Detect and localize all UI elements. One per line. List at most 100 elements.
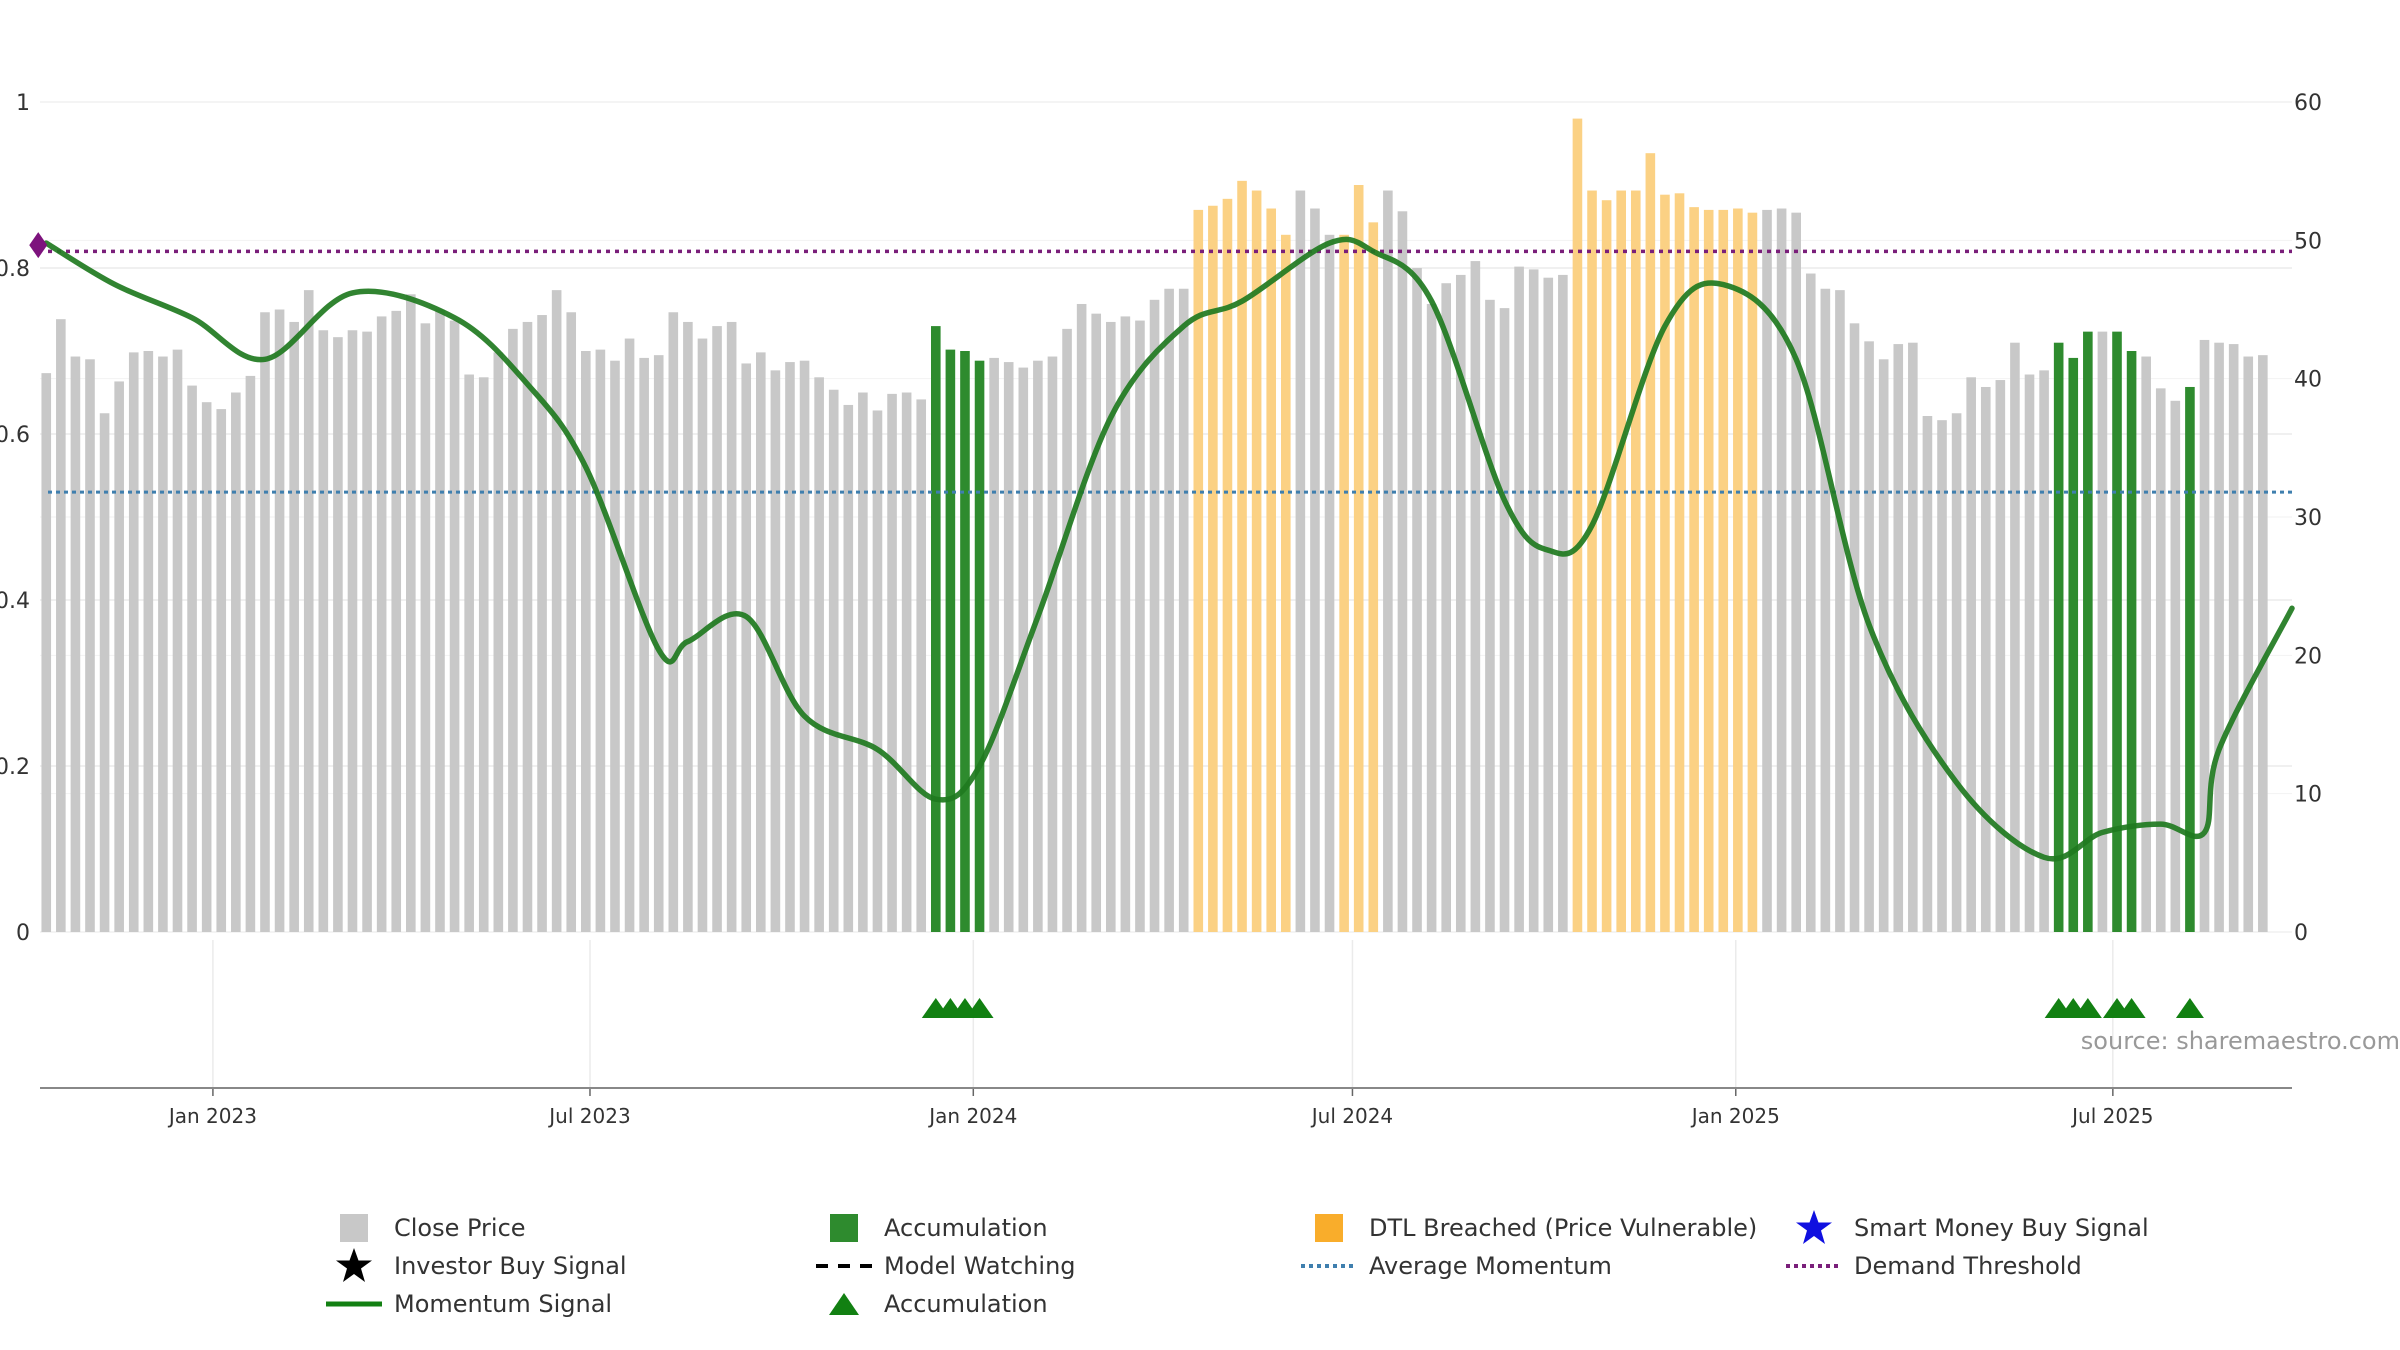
close-price-bar xyxy=(1383,190,1393,933)
right-tick-label: 60 xyxy=(2294,91,2322,116)
close-price-bar xyxy=(508,328,518,932)
close-price-bar xyxy=(1908,342,1918,932)
close-price-bar xyxy=(1543,277,1554,932)
close-price-bar xyxy=(712,326,722,933)
close-price-bar xyxy=(114,381,124,932)
close-price-bar xyxy=(274,309,285,932)
close-price-bar xyxy=(843,404,854,932)
dtl-breached-bar xyxy=(1747,212,1758,932)
close-price-bar xyxy=(2039,370,2049,932)
close-price-bar xyxy=(1295,190,1306,933)
close-price-bar xyxy=(1062,328,1072,932)
close-price-bar xyxy=(2258,355,2268,932)
close-price-bar xyxy=(1937,420,1947,932)
close-price-bar xyxy=(668,312,679,932)
green-triangle-icon xyxy=(810,1286,878,1322)
close-price-bar xyxy=(551,290,562,933)
close-price-bar xyxy=(1762,209,1772,932)
close-price-bar xyxy=(1105,321,1116,932)
legend-label: Average Momentum xyxy=(1369,1252,1612,1280)
markers xyxy=(921,998,2204,1018)
accumulation-bar xyxy=(974,360,985,932)
accumulation-bar xyxy=(2185,386,2195,932)
dtl-breached-bar xyxy=(1601,200,1612,932)
dtl-breached-bar xyxy=(1689,207,1699,933)
left-tick-label: 0.4 xyxy=(0,589,30,614)
close-price-bar xyxy=(887,393,897,933)
close-price-bar xyxy=(2010,342,2020,932)
legend-item: Momentum Signal xyxy=(320,1286,612,1322)
dtl-breached-bar xyxy=(1266,208,1277,932)
close-price-bar xyxy=(1966,377,1976,932)
close-price-bar xyxy=(362,331,372,933)
blue-dotted-line-icon xyxy=(1295,1248,1363,1284)
accumulation-bar xyxy=(2083,331,2093,933)
accumulation-bar xyxy=(2068,357,2079,933)
dtl-breached-bar xyxy=(1733,208,1743,932)
dtl-breached-bar xyxy=(1339,234,1349,933)
momentum-signal-line xyxy=(43,236,2295,862)
close-price-bar xyxy=(478,377,489,932)
close-price-bar xyxy=(1441,283,1451,932)
legend-item: Demand Threshold xyxy=(1780,1248,2082,1284)
close-price-bar xyxy=(1455,274,1466,933)
legend-item: Accumulation xyxy=(810,1286,1048,1322)
left-tick-label: 0.8 xyxy=(0,257,30,282)
close-price-bar xyxy=(406,294,416,932)
close-price-bar xyxy=(1995,380,2006,932)
accumulation-bar xyxy=(931,326,941,933)
close-price-bar xyxy=(85,359,95,932)
x-tick-label: Jan 2024 xyxy=(927,1104,1017,1128)
close-price-bar xyxy=(56,319,66,932)
x-tick-label: Jul 2024 xyxy=(1310,1104,1393,1128)
close-price-bar xyxy=(1324,234,1335,933)
legend-item: Investor Buy Signal xyxy=(320,1248,627,1284)
close-price-bar xyxy=(2155,388,2166,933)
close-price-bar xyxy=(1091,313,1102,932)
dtl-breached-bar xyxy=(1703,209,1714,932)
start-marker xyxy=(29,232,48,259)
close-price-bar xyxy=(41,373,52,933)
close-price-bar xyxy=(1528,269,1539,933)
dtl-breached-bar xyxy=(1251,190,1262,933)
close-price-bar xyxy=(1951,413,1962,932)
accumulation-bar xyxy=(2112,331,2122,933)
close-price-bar xyxy=(595,349,606,932)
accumulation-triangle xyxy=(2117,998,2146,1018)
legend-label: Accumulation xyxy=(884,1214,1048,1242)
left-tick-label: 1 xyxy=(16,91,30,116)
close-price-bar xyxy=(901,392,912,932)
close-price-bar xyxy=(1893,344,1904,932)
blue-star-icon xyxy=(1780,1210,1848,1246)
accumulation-bar xyxy=(960,351,970,932)
close-price-bar xyxy=(1426,303,1437,932)
close-price-bar xyxy=(2243,356,2254,932)
close-price-bar xyxy=(2214,342,2224,932)
accumulation-bar xyxy=(2053,342,2064,932)
x-tick-label: Jul 2023 xyxy=(547,1104,630,1128)
close-price-bar xyxy=(1178,288,1189,932)
close-price-bar xyxy=(872,410,883,932)
close-price-bar xyxy=(828,389,839,932)
dtl-breached-bar xyxy=(1660,194,1670,932)
close-price-bar xyxy=(916,399,927,933)
close-price-bar xyxy=(522,321,533,932)
left-tick-label: 0 xyxy=(16,921,30,946)
close-price-bar xyxy=(318,330,329,932)
legend-item: DTL Breached (Price Vulnerable) xyxy=(1295,1210,1757,1246)
dtl-breached-bar xyxy=(1222,198,1233,933)
close-price-bar xyxy=(1878,359,1889,932)
close-price-bar xyxy=(70,356,81,932)
close-price-bar xyxy=(187,385,197,932)
close-price-bar xyxy=(799,360,810,932)
legend-label: Model Watching xyxy=(884,1252,1076,1280)
legend-label: Accumulation xyxy=(884,1290,1048,1318)
legend-item: Average Momentum xyxy=(1295,1248,1612,1284)
dtl-breached-bar xyxy=(1237,180,1247,933)
close-price-bar xyxy=(493,352,504,933)
close-price-bar xyxy=(1047,356,1058,932)
close-price-bar xyxy=(989,357,999,933)
close-price-bar xyxy=(741,363,752,932)
close-price-bar xyxy=(2097,331,2108,933)
